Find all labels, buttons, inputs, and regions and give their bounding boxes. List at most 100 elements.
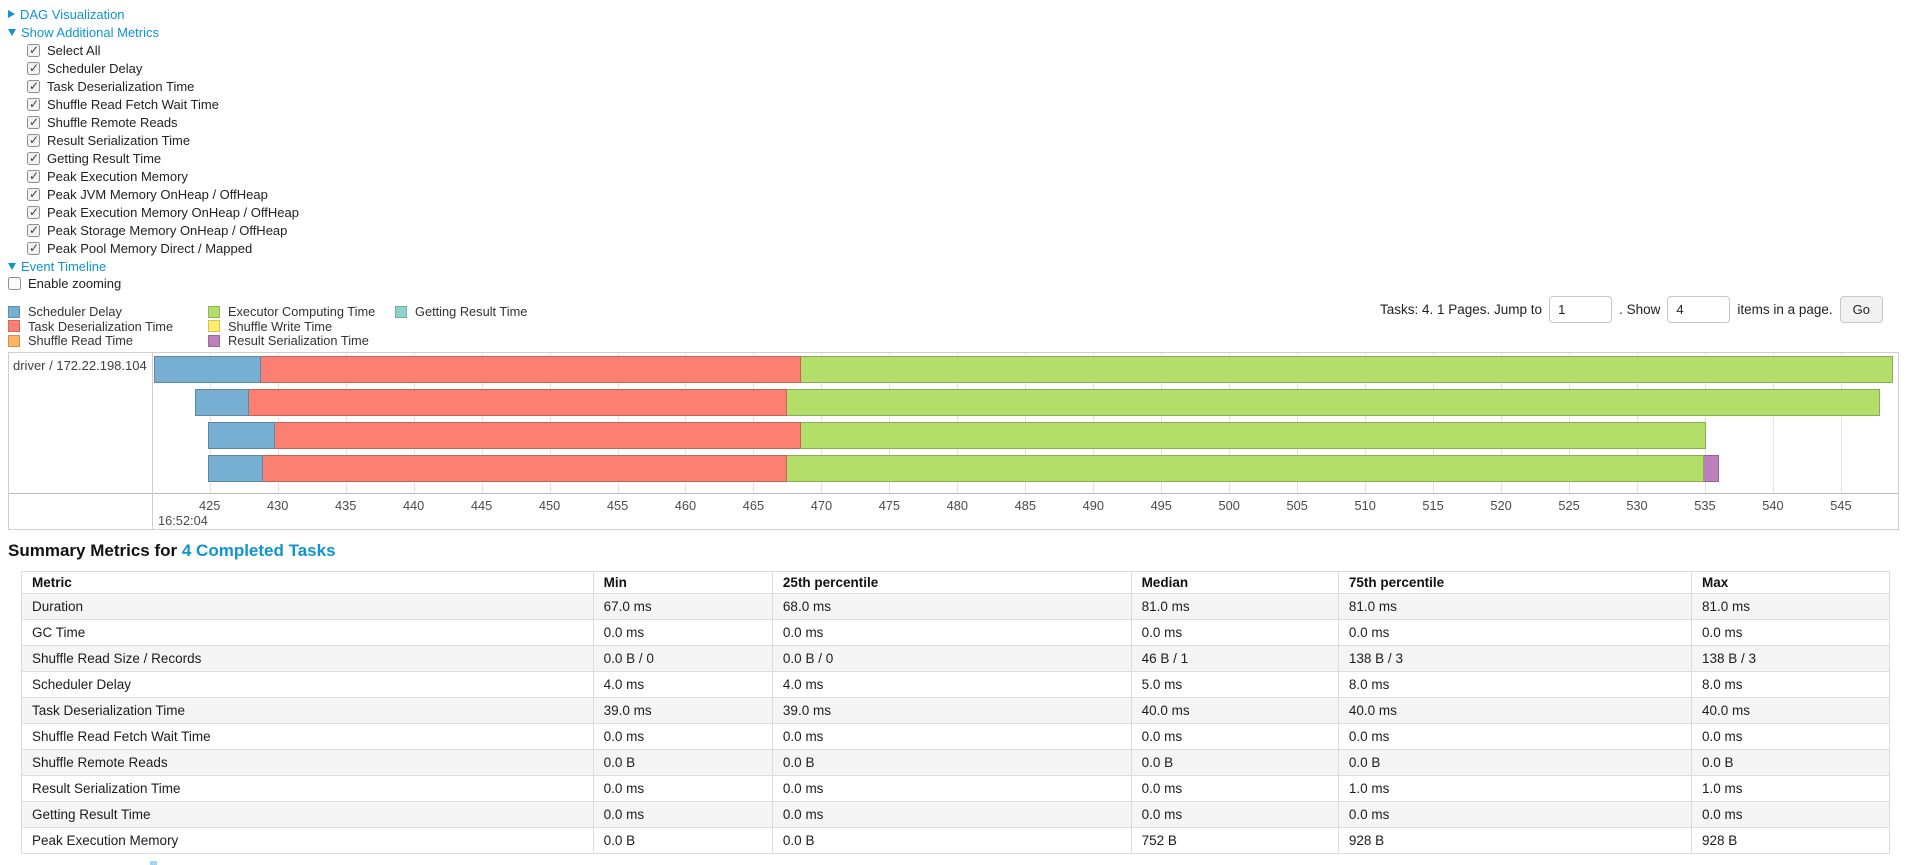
task-row-4 xyxy=(154,455,1898,482)
metric-name-cell: Shuffle Read Size / Records xyxy=(21,645,594,672)
metric-checkbox-list: Select All Scheduler Delay Task Deserializ… xyxy=(8,41,299,257)
axis-tick-label: 465 xyxy=(742,498,765,513)
collapsed-arrow-icon xyxy=(8,10,15,18)
legend-label-task-deserialization: Task Deserialization Time xyxy=(28,318,174,334)
metric-name-cell: Shuffle Read Fetch Wait Time xyxy=(21,723,594,750)
summary-title-text: Summary Metrics for xyxy=(8,541,178,560)
metric-value-cell: 138 B / 3 xyxy=(1337,645,1692,672)
task-segment-task-deserialization[interactable] xyxy=(249,389,788,416)
task-pagination: Tasks: 4. 1 Pages. Jump to . Show items … xyxy=(1380,296,1883,323)
task-segment-scheduler-delay[interactable] xyxy=(194,389,250,416)
axis-tick-label: 470 xyxy=(810,498,833,513)
metric-value-cell: 81.0 ms xyxy=(1130,593,1339,620)
task-segment-scheduler-delay[interactable] xyxy=(208,455,263,482)
show-additional-metrics-label: Show Additional Metrics xyxy=(21,24,160,40)
checkbox-peak-execution-memory-onheap-offheap[interactable] xyxy=(27,205,40,219)
checkbox-peak-jvm-memory-onheap-offheap[interactable] xyxy=(27,187,40,201)
legend-swatch-icon-task-deserialization xyxy=(8,320,20,333)
metric-value-cell: 39.0 ms xyxy=(592,697,773,724)
checkbox-shuffle-remote-reads[interactable] xyxy=(27,115,40,129)
enable-zooming-checkbox[interactable] xyxy=(8,276,21,290)
checkbox-peak-storage-memory-onheap-offheap[interactable] xyxy=(27,223,40,237)
column-header-25th-percentile: 25th percentile xyxy=(771,571,1132,594)
show-additional-metrics-toggle[interactable]: Show Additional Metrics xyxy=(8,25,159,40)
checkbox-select-all[interactable] xyxy=(27,43,40,57)
metric-value-cell: 0.0 B xyxy=(592,827,773,854)
metric-value-cell: 0.0 ms xyxy=(592,801,773,828)
task-segment-executor-computing[interactable] xyxy=(787,455,1704,482)
legend-swatch-icon-shuffle-write xyxy=(208,320,220,333)
checkbox-label-peak-pool-memory-direct-mapped: Peak Pool Memory Direct / Mapped xyxy=(47,240,253,256)
checkbox-label-peak-storage-memory-onheap-offheap: Peak Storage Memory OnHeap / OffHeap xyxy=(47,222,288,238)
axis-tick-label: 475 xyxy=(878,498,901,513)
metric-value-cell: 0.0 ms xyxy=(1690,801,1891,828)
legend-item-executor-computing: Executor Computing Time xyxy=(208,304,395,319)
metric-row-peak-execution-memory: Peak Execution Memory xyxy=(8,167,299,185)
legend-item-result-serialization: Result Serialization Time xyxy=(208,333,395,348)
table-row-gc-time: GC Time 0.0 ms 0.0 ms 0.0 ms 0.0 ms 0.0 ms xyxy=(21,619,1891,646)
metric-name-cell: Scheduler Delay xyxy=(21,671,594,698)
metric-row-select-all: Select All xyxy=(8,41,299,59)
checkbox-task-deserialization-time[interactable] xyxy=(27,79,40,93)
event-timeline-toggle[interactable]: Event Timeline xyxy=(8,259,106,274)
checkbox-label-result-serialization-time: Result Serialization Time xyxy=(47,132,191,148)
axis-tick-label: 425 xyxy=(199,498,221,513)
axis-tick-label: 485 xyxy=(1014,498,1036,513)
checkbox-label-shuffle-read-fetch-wait-time: Shuffle Read Fetch Wait Time xyxy=(47,96,219,112)
legend-column-2: Executor Computing Time Shuffle Write Tim… xyxy=(208,304,395,349)
axis-tick-label: 490 xyxy=(1082,498,1104,513)
metric-value-cell: 0.0 ms xyxy=(771,723,1132,750)
column-header-median: Median xyxy=(1130,571,1339,594)
task-segment-scheduler-delay[interactable] xyxy=(208,422,275,449)
dag-visualization-toggle[interactable]: DAG Visualization xyxy=(8,7,125,22)
timeline-plot-area: 16:52:04 425 430 435 440 445 450 455 460 465 470 4… xyxy=(154,353,1898,529)
metric-row-getting-result-time: Getting Result Time xyxy=(8,149,299,167)
checkbox-result-serialization-time[interactable] xyxy=(27,133,40,147)
checkbox-scheduler-delay[interactable] xyxy=(27,61,40,75)
legend-swatch-icon-getting-result xyxy=(395,305,407,318)
checkbox-peak-pool-memory-direct-mapped[interactable] xyxy=(27,241,40,255)
axis-tick-label: 515 xyxy=(1422,498,1444,513)
enable-zooming-label: Enable zooming xyxy=(28,275,122,291)
checkbox-peak-execution-memory[interactable] xyxy=(27,169,40,183)
items-per-page-input[interactable] xyxy=(1667,296,1731,323)
column-header-max: Max xyxy=(1690,571,1891,594)
metric-row-shuffle-read-fetch-wait-time: Shuffle Read Fetch Wait Time xyxy=(8,95,299,113)
event-timeline-label: Event Timeline xyxy=(21,258,107,274)
summary-metrics-title: Summary Metrics for 4 Completed Tasks xyxy=(8,541,336,561)
metric-name-cell: GC Time xyxy=(21,619,594,646)
table-row-shuffle-remote-reads: Shuffle Remote Reads 0.0 B 0.0 B 0.0 B 0.0 B… xyxy=(21,749,1891,776)
checkbox-label-scheduler-delay: Scheduler Delay xyxy=(47,60,143,76)
axis-separator-line xyxy=(9,493,1898,494)
checkbox-getting-result-time[interactable] xyxy=(27,151,40,165)
task-segment-scheduler-delay[interactable] xyxy=(154,356,262,383)
task-segment-executor-computing[interactable] xyxy=(787,389,1881,416)
metric-value-cell: 81.0 ms xyxy=(1337,593,1692,620)
axis-tick-label: 445 xyxy=(470,498,493,513)
axis-tick-label: 455 xyxy=(606,498,629,513)
checkbox-shuffle-read-fetch-wait-time[interactable] xyxy=(27,97,40,111)
task-segment-result-serialization[interactable] xyxy=(1703,455,1719,482)
go-button[interactable]: Go xyxy=(1839,296,1883,323)
task-segment-task-deserialization[interactable] xyxy=(274,422,802,449)
metric-value-cell: 8.0 ms xyxy=(1337,671,1692,698)
task-segment-task-deserialization[interactable] xyxy=(261,356,802,383)
column-header-75th-percentile: 75th percentile xyxy=(1337,571,1692,594)
table-row-shuffle-read-fetch-wait-time: Shuffle Read Fetch Wait Time 0.0 ms 0.0 ms… xyxy=(21,723,1891,750)
task-segment-executor-computing[interactable] xyxy=(801,356,1893,383)
completed-tasks-link[interactable]: 4 Completed Tasks xyxy=(181,541,336,560)
jump-to-page-input[interactable] xyxy=(1549,296,1613,323)
metric-value-cell: 138 B / 3 xyxy=(1690,645,1891,672)
task-segment-executor-computing[interactable] xyxy=(801,422,1707,449)
metric-value-cell: 752 B xyxy=(1130,827,1339,854)
stage-controls: DAG Visualization Show Additional Metric… xyxy=(8,5,299,291)
task-segment-task-deserialization[interactable] xyxy=(262,455,788,482)
metric-value-cell: 0.0 B xyxy=(771,827,1132,854)
metric-name-cell: Task Deserialization Time xyxy=(21,697,594,724)
checkbox-label-select-all: Select All xyxy=(47,42,101,58)
checkbox-label-task-deserialization-time: Task Deserialization Time xyxy=(47,78,195,94)
metric-value-cell: 40.0 ms xyxy=(1130,697,1339,724)
metric-value-cell: 1.0 ms xyxy=(1690,775,1891,802)
metric-row-shuffle-remote-reads: Shuffle Remote Reads xyxy=(8,113,299,131)
